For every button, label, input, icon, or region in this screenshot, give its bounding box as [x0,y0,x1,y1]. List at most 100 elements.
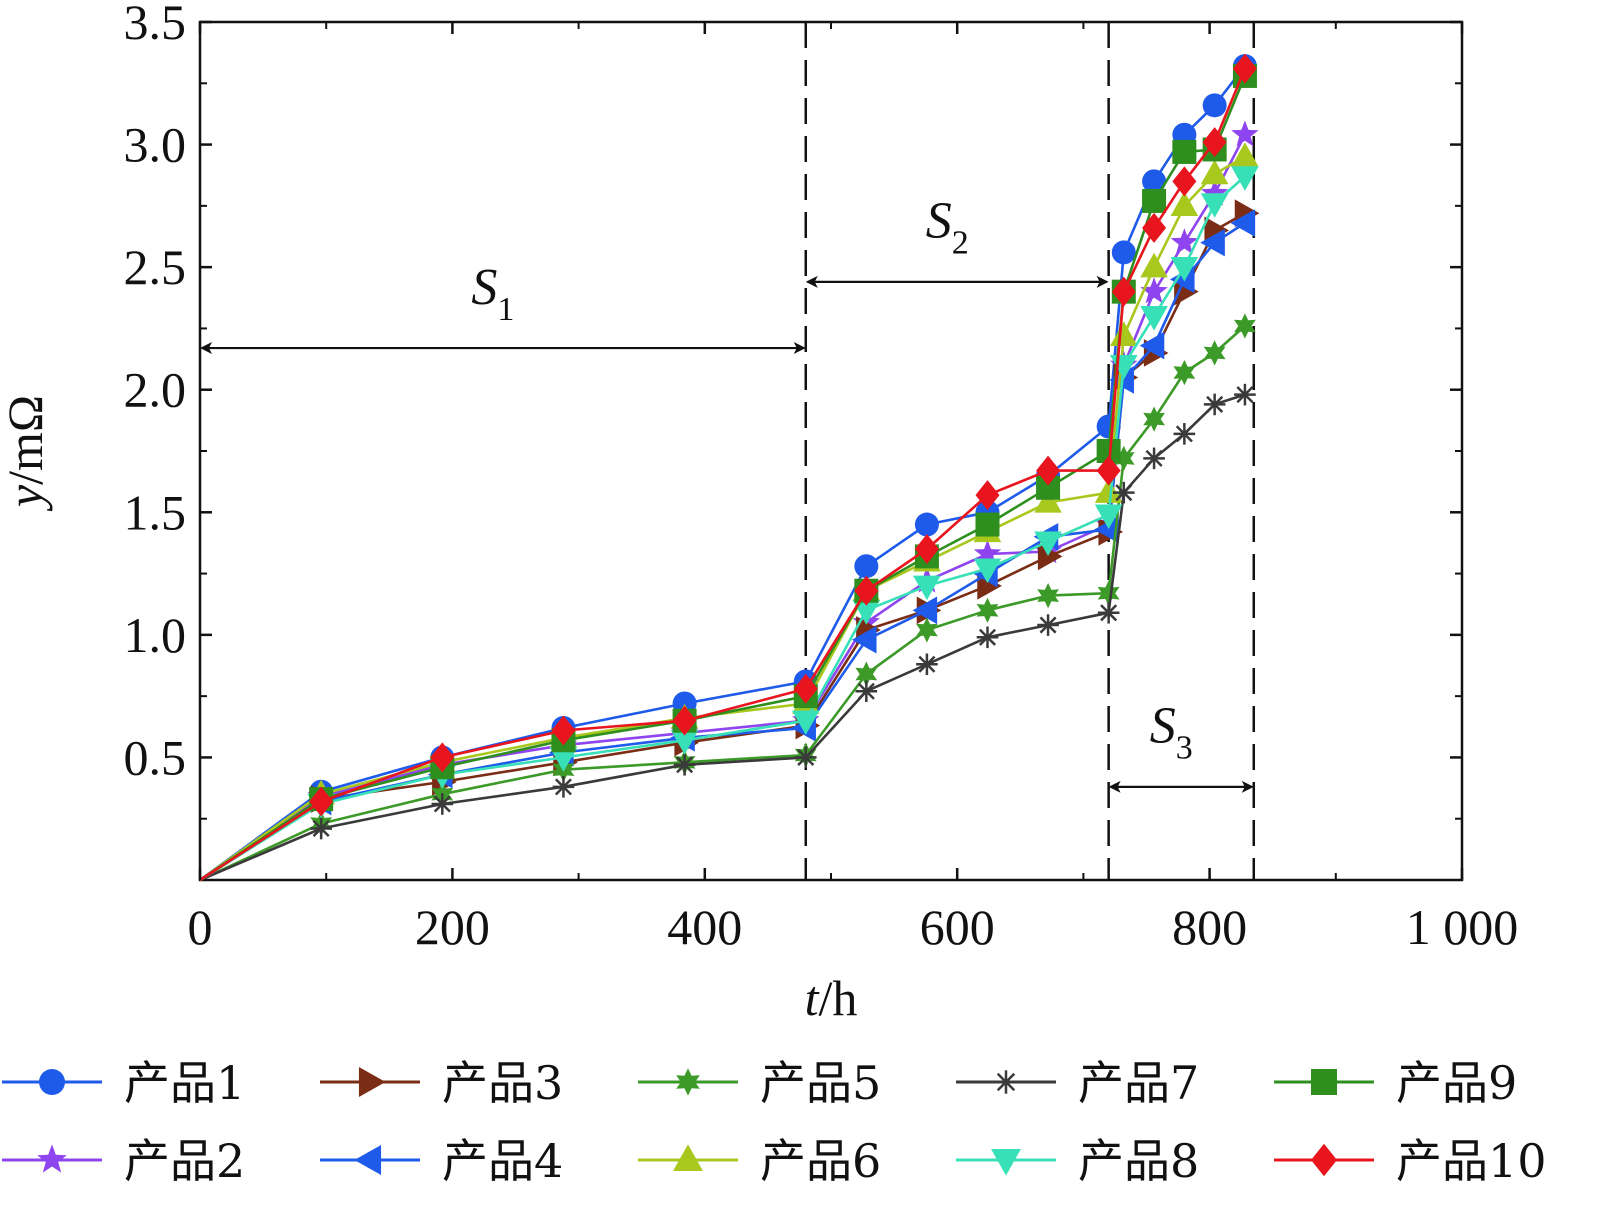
legend-item: 产品2 [2,1134,245,1188]
data-point [1097,601,1120,624]
data-point [1170,191,1199,217]
region-label-2: S2 [926,193,969,262]
data-point [916,617,938,643]
data-point [1094,515,1119,544]
data-point [1200,159,1229,185]
data-point [855,680,878,703]
legend-label: 产品6 [760,1134,881,1188]
data-point [794,746,817,769]
y-axis-title: y/mΩ [0,395,53,512]
legend-label: 产品8 [1078,1134,1199,1188]
series-line [199,65,1246,882]
data-point [976,626,999,649]
series-line [199,75,1247,882]
data-point [855,661,878,687]
series-line [199,221,1246,882]
data-point [912,596,938,625]
x-tick-label: 1 000 [1406,899,1519,955]
legend-marker [1311,1069,1337,1095]
series-10 [199,53,1257,882]
legend-marker [676,1068,700,1096]
data-point [1037,542,1063,571]
region-label-1: S1 [471,259,514,328]
legend-item: 产品8 [956,1134,1199,1188]
data-point [1170,228,1199,255]
data-point [1140,252,1168,278]
data-point [549,747,578,772]
legend-label: 产品10 [1396,1134,1547,1188]
legend-label: 产品7 [1078,1056,1199,1110]
data-point [309,786,334,817]
series-line [199,134,1247,882]
legend-item: 产品5 [638,1056,881,1110]
region-label-3: S3 [1150,698,1193,767]
data-point [1109,321,1138,346]
data-point [430,742,455,773]
y-tick-label: 0.5 [124,729,187,785]
x-tick-label: 600 [920,899,995,955]
x-tick-label: 200 [415,899,490,955]
legend-marker [991,1148,1021,1176]
data-point [310,817,332,840]
data-point [973,539,1002,566]
legend-label: 产品9 [1396,1056,1517,1110]
legend-marker [358,1067,386,1097]
y-tick-label: 2.0 [124,362,187,418]
x-tick-label: 400 [667,899,742,955]
plot-frame [198,20,1464,882]
x-tick-label: 0 [188,899,213,955]
legend-label: 产品4 [442,1134,563,1188]
data-point [1094,478,1123,503]
data-point [1203,393,1226,416]
legend-marker [39,1069,65,1095]
data-point [1234,313,1256,339]
data-point [1096,455,1121,486]
legend-item: 产品3 [320,1056,563,1110]
data-point [552,776,575,798]
data-point [1140,277,1168,304]
series-3 [199,199,1260,882]
x-axis-var: t [805,970,820,1026]
series-1 [199,54,1257,882]
y-axis-unit: /mΩ [0,395,53,485]
data-point [1201,179,1229,206]
y-axis-var: y [0,484,53,512]
y-tick-label: 1.0 [124,607,187,663]
data-point [1036,455,1061,486]
series-line [199,212,1246,882]
data-point [854,575,879,606]
data-point [791,710,820,736]
data-point [1142,169,1167,194]
legend-item: 产品6 [638,1134,881,1188]
data-point [1172,166,1197,197]
data-point [672,705,697,736]
data-point [670,730,699,755]
data-point [975,512,1000,537]
data-point [1202,127,1227,158]
legend-label: 产品2 [124,1134,245,1188]
data-point [551,715,576,746]
data-point [914,534,939,565]
data-point [914,512,939,537]
data-point [1202,93,1227,118]
data-point [1140,305,1168,331]
data-point [1234,383,1256,406]
data-point [1139,331,1165,360]
series-7 [199,383,1256,882]
data-point [793,673,818,704]
data-point [975,480,1000,511]
series-line [199,393,1246,882]
data-point [1111,240,1136,265]
data-point [1142,212,1167,243]
x-axis-unit: /h [819,970,858,1026]
data-point [1143,406,1165,432]
legend-marker [1311,1143,1337,1177]
series-4 [199,209,1256,882]
data-point [1231,142,1259,168]
data-point [1173,423,1196,445]
data-point [1097,580,1120,606]
data-point [1112,445,1135,471]
data-point [1203,340,1226,366]
data-point [1037,614,1059,636]
